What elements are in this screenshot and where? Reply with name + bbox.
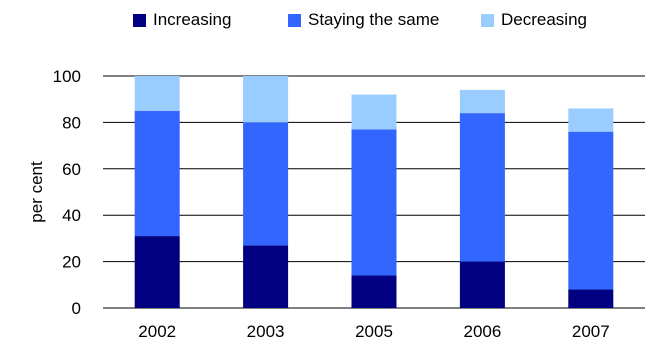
y-axis-label: per cent (27, 161, 46, 223)
y-tick-label-20: 20 (62, 253, 81, 272)
bar-2002-decreasing (134, 76, 180, 111)
x-tick-label-2003: 2003 (247, 322, 285, 341)
bar-2007-decreasing (568, 108, 614, 132)
y-axis-ticks: 0 20 40 60 80 100 (53, 67, 81, 318)
legend-swatch-decreasing (481, 13, 494, 27)
bar-2006-increasing (459, 261, 505, 308)
y-tick-label-80: 80 (62, 113, 81, 132)
bar-2005-increasing (351, 275, 397, 308)
bar-2005-decreasing (351, 94, 397, 130)
bar-2002-increasing (134, 236, 180, 308)
y-tick-label-100: 100 (53, 67, 81, 86)
x-axis-ticks: 2002 2003 2005 2006 2007 (138, 322, 609, 341)
legend-item-decreasing: Decreasing (481, 10, 587, 30)
bar-2002-staying-the-same (134, 110, 180, 237)
legend-label-increasing: Increasing (153, 10, 232, 29)
legend-item-staying-the-same: Staying the same (288, 10, 439, 30)
bar-2003-decreasing (243, 76, 289, 123)
bars (134, 76, 614, 308)
y-tick-label-60: 60 (62, 160, 81, 179)
legend: Increasing Staying the same Decreasing (0, 10, 650, 34)
legend-label-decreasing: Decreasing (501, 10, 587, 29)
bar-2007-staying-the-same (568, 131, 614, 290)
bar-2005-staying-the-same (351, 129, 397, 276)
bar-2003-increasing (243, 245, 289, 308)
legend-swatch-increasing (133, 13, 146, 27)
y-tick-label-0: 0 (72, 299, 81, 318)
x-tick-label-2002: 2002 (138, 322, 176, 341)
x-tick-label-2006: 2006 (463, 322, 501, 341)
legend-label-staying-the-same: Staying the same (308, 10, 440, 29)
x-tick-label-2005: 2005 (355, 322, 393, 341)
bar-2006-decreasing (459, 89, 505, 114)
bar-2006-staying-the-same (459, 113, 505, 262)
legend-item-increasing: Increasing (133, 10, 231, 30)
x-tick-label-2007: 2007 (572, 322, 610, 341)
bar-2007-increasing (568, 289, 614, 308)
y-tick-label-40: 40 (62, 206, 81, 225)
legend-swatch-staying-the-same (288, 13, 301, 27)
bar-2003-staying-the-same (243, 122, 289, 246)
